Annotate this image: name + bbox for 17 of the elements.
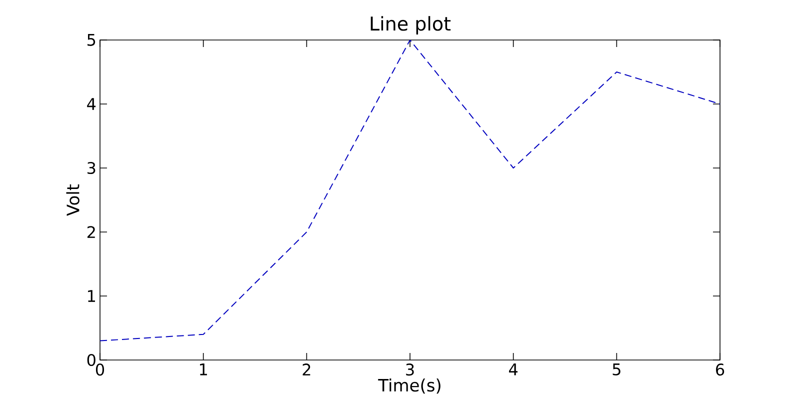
- x-axis-title: Time(s): [378, 378, 440, 394]
- y-tick-label: 4: [87, 98, 96, 110]
- y-tick-label: 2: [87, 226, 95, 238]
- line-series: [100, 40, 720, 342]
- x-tick-label: 0: [96, 364, 104, 376]
- y-tick-label: 5: [88, 34, 96, 46]
- x-tick-label: 5: [612, 364, 620, 376]
- x-tick-label: 6: [716, 364, 724, 376]
- x-tick-label: 4: [509, 364, 518, 376]
- chart-title: Line plot: [370, 16, 451, 34]
- x-tick-label: 1: [200, 364, 207, 376]
- y-tick-label: 3: [88, 162, 96, 174]
- y-axis-title: Volt: [66, 184, 80, 216]
- x-tick-label: 2: [302, 364, 310, 376]
- y-tick-label: 0: [87, 354, 96, 366]
- y-tick-label: 1: [88, 290, 95, 302]
- x-tick-label: 3: [406, 364, 414, 376]
